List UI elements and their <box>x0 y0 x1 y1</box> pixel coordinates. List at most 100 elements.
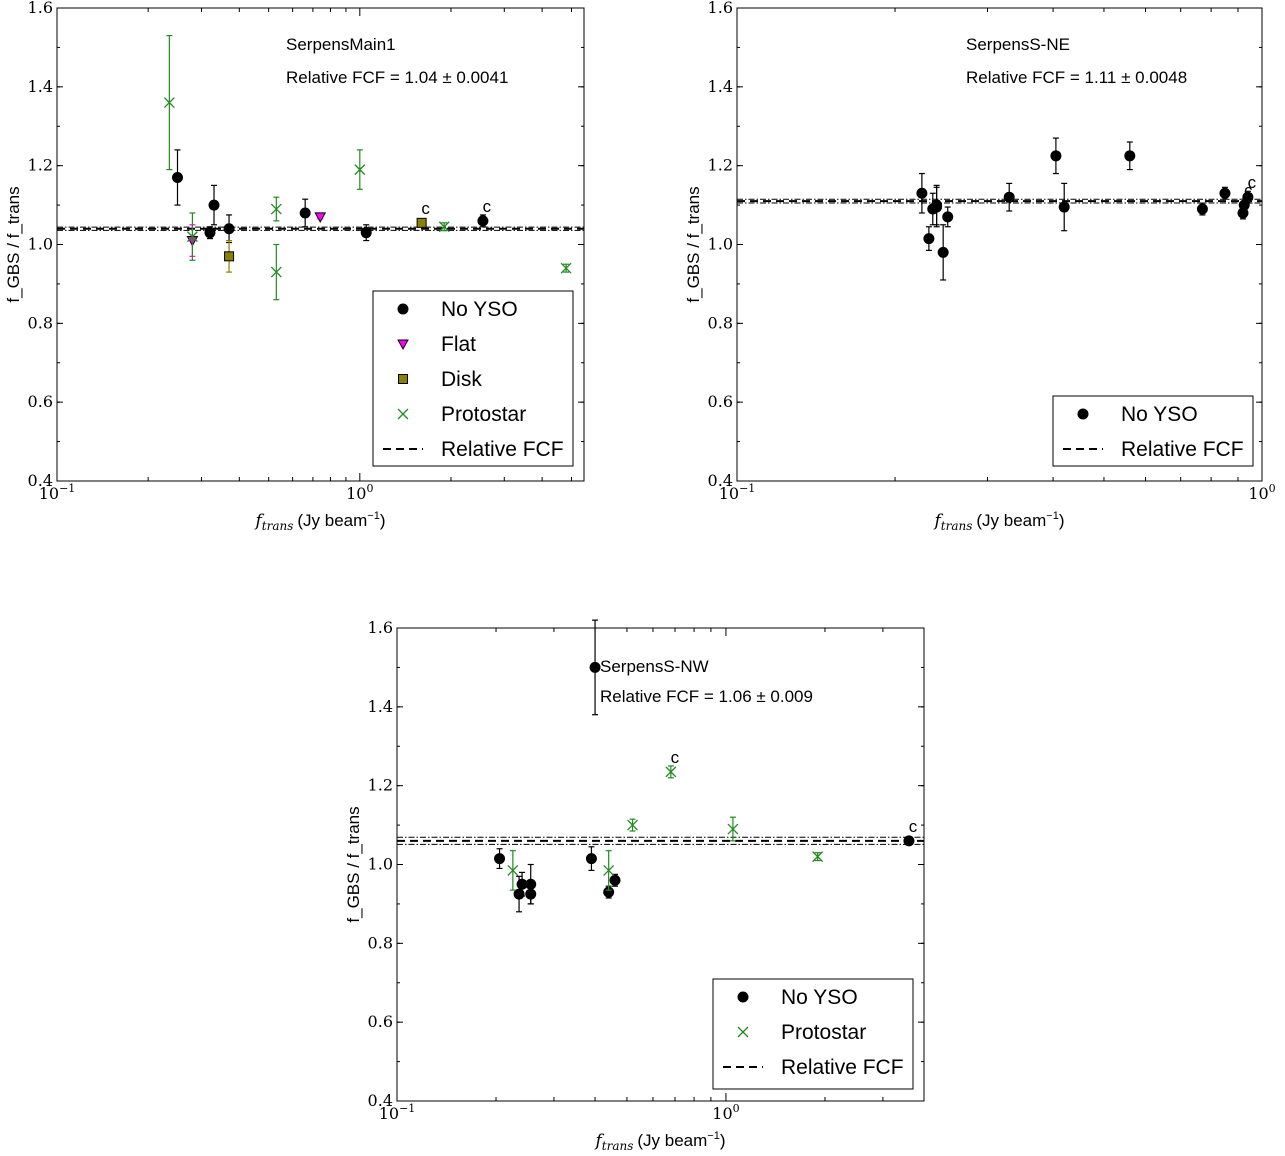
y-tick-label: 1.6 <box>708 0 733 17</box>
legend-marker <box>397 303 409 315</box>
data-point <box>525 878 537 890</box>
x-axis-label-var: f <box>932 511 943 531</box>
x-tick-label: 100 <box>712 1102 739 1123</box>
data-point <box>942 211 954 223</box>
x-tick-exp: 0 <box>733 1102 740 1115</box>
panel-title: SerpensMain1 <box>286 35 396 54</box>
legend-marker <box>1077 408 1089 420</box>
x-axis-label-var: f <box>253 511 264 531</box>
y-tick-label: 1.6 <box>368 618 393 637</box>
y-tick-label: 0.8 <box>28 313 53 332</box>
data-point <box>360 227 372 239</box>
x-axis-label-sub: trans <box>941 519 973 533</box>
legend-label: Disk <box>441 368 482 391</box>
x-tick-label: 100 <box>346 482 373 503</box>
data-point <box>609 874 621 886</box>
x-tick-exp: −1 <box>399 1102 415 1115</box>
fcf-annotation: Relative FCF = 1.06 ± 0.009 <box>600 687 813 706</box>
data-point <box>727 823 739 835</box>
legend-label: No YSO <box>1121 403 1198 426</box>
x-axis-label-unit: (Jy beam <box>637 1131 707 1150</box>
panel-title: SerpensS-NE <box>966 35 1070 54</box>
data-point <box>903 835 915 847</box>
y-tick-label: 1.4 <box>708 77 733 96</box>
x-axis-label-unit: (Jy beam <box>297 511 367 530</box>
data-point <box>1196 203 1208 215</box>
x-axis-label-exp: −1 <box>367 510 380 522</box>
data-point <box>1058 201 1070 213</box>
x-tick-exp: 0 <box>1269 482 1276 495</box>
data-point <box>416 217 427 228</box>
legend: No YSO Relative FCF <box>1052 395 1254 467</box>
fcf-annotation: Relative FCF = 1.11 ± 0.0048 <box>966 68 1187 87</box>
legend-marker <box>397 408 409 420</box>
data-point <box>172 171 184 183</box>
y-tick-label: 0.8 <box>368 933 393 952</box>
data-point <box>585 853 597 865</box>
y-axis-label: f_GBS / f_trans <box>4 186 23 302</box>
y-tick-label: 0.6 <box>28 392 53 411</box>
x-tick-exp: 0 <box>366 482 373 495</box>
x-tick-base: 10 <box>712 1104 732 1123</box>
y-tick-label: 0.6 <box>708 392 733 411</box>
data-point <box>208 199 220 211</box>
x-tick-label: 10−1 <box>379 1102 416 1123</box>
y-tick-label: 1.2 <box>708 156 733 175</box>
data-point <box>314 212 327 223</box>
x-axis-label: ftrans (Jy beam−1) <box>932 510 1064 533</box>
x-axis-label: ftrans (Jy beam−1) <box>593 1130 725 1153</box>
y-tick-label: 1.4 <box>28 77 53 96</box>
x-axis-label-var: f <box>593 1131 604 1151</box>
x-axis-label-sub: trans <box>262 519 294 533</box>
data-point <box>812 851 824 863</box>
x-axis-label-close: ) <box>1059 511 1065 530</box>
x-tick-exp: −1 <box>59 482 75 495</box>
y-tick-label: 1.0 <box>28 235 53 254</box>
x-tick-base: 10 <box>719 484 739 503</box>
y-tick-label: 1.4 <box>368 697 393 716</box>
chart-panel-3: 0.40.60.81.01.21.41.610−1 100ccSerpensS-N… <box>344 618 925 1153</box>
y-axis-label: f_GBS / f_trans <box>344 806 363 922</box>
c-flag-label: c <box>483 197 492 216</box>
legend: No YSO Flat Disk Protostar Relative FCF <box>372 290 574 467</box>
y-tick-label: 0.8 <box>708 313 733 332</box>
x-tick-base: 10 <box>379 1104 399 1123</box>
chart-panel-2: 0.40.60.81.01.21.41.610−1 100ccSerpensS-N… <box>684 0 1276 533</box>
x-tick-exp: −1 <box>739 482 755 495</box>
data-point <box>665 766 677 778</box>
x-tick-label: 100 <box>1248 482 1275 503</box>
y-tick-label: 0.4 <box>368 1091 393 1110</box>
data-point <box>204 227 216 239</box>
legend-label: Relative FCF <box>1121 438 1244 461</box>
data-point <box>477 215 489 227</box>
legend-box <box>1052 395 1254 467</box>
y-tick-label: 1.6 <box>28 0 53 17</box>
data-point <box>603 864 615 876</box>
data-point <box>299 207 311 219</box>
x-axis-label-sub: trans <box>602 1139 634 1153</box>
legend: No YSO Protostar Relative FCF <box>712 978 914 1090</box>
data-point <box>494 853 506 865</box>
data-point <box>1219 187 1231 199</box>
data-point <box>937 246 949 258</box>
data-point <box>438 221 450 233</box>
x-tick-base: 10 <box>346 484 366 503</box>
y-tick-label: 1.2 <box>368 776 393 795</box>
legend-label: Relative FCF <box>781 1056 904 1079</box>
x-tick-label: 10−1 <box>719 482 756 503</box>
y-axis-label: f_GBS / f_trans <box>684 186 703 302</box>
data-point <box>270 266 282 278</box>
legend-label: No YSO <box>441 298 518 321</box>
data-point <box>1003 191 1015 203</box>
x-axis-label-close: ) <box>720 1131 726 1150</box>
chart-panel-1: 0.40.60.81.01.21.41.610−1 100ccSerpensMai… <box>4 0 585 533</box>
data-point <box>270 203 282 215</box>
data-point <box>627 819 638 831</box>
y-tick-label: 1.0 <box>708 235 733 254</box>
c-flag-label: c <box>909 817 918 836</box>
data-point <box>923 233 935 245</box>
legend-label: No YSO <box>781 986 858 1009</box>
c-flag-label: c <box>421 199 430 218</box>
data-point <box>1050 150 1062 162</box>
